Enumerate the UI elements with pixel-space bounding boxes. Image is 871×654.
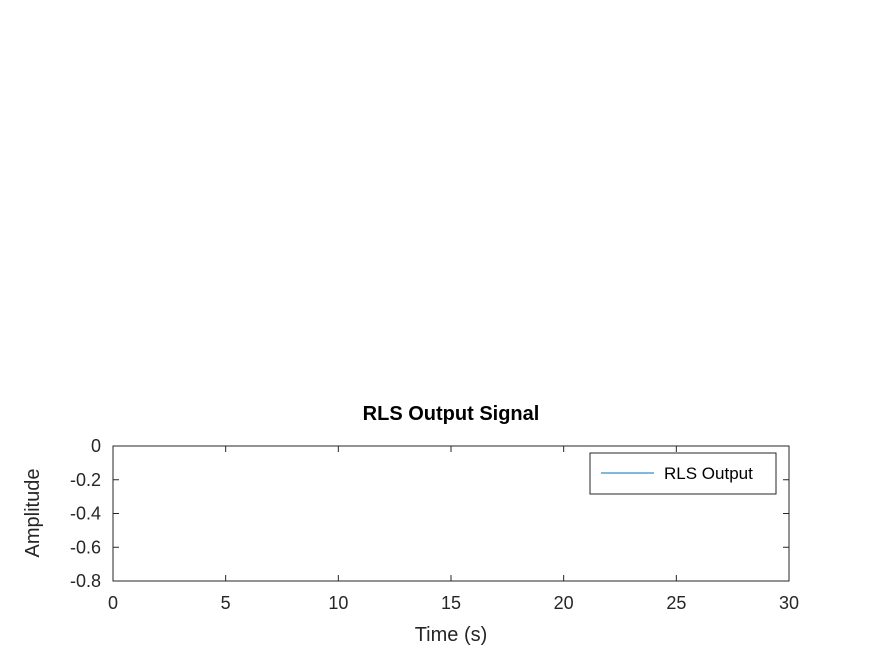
y-tick-label: -0.6 bbox=[70, 537, 101, 557]
x-tick-label: 20 bbox=[554, 593, 574, 613]
x-tick-label: 10 bbox=[328, 593, 348, 613]
x-tick-label: 25 bbox=[666, 593, 686, 613]
y-tick-label: -0.4 bbox=[70, 504, 101, 524]
y-tick-label: -0.8 bbox=[70, 571, 101, 591]
legend-label-rls-output: RLS Output bbox=[664, 464, 753, 483]
y-tick-label: 0 bbox=[91, 436, 101, 456]
y-tick-label: -0.2 bbox=[70, 470, 101, 490]
x-axis-label: Time (s) bbox=[415, 624, 488, 646]
chart-title: RLS Output Signal bbox=[363, 403, 540, 425]
x-axis-ticks: 0 5 10 15 20 25 30 bbox=[108, 446, 799, 613]
x-tick-label: 0 bbox=[108, 593, 118, 613]
y-axis-ticks: 0 -0.2 -0.4 -0.6 -0.8 bbox=[70, 436, 789, 591]
x-tick-label: 5 bbox=[221, 593, 231, 613]
x-tick-label: 15 bbox=[441, 593, 461, 613]
x-tick-label: 30 bbox=[779, 593, 799, 613]
legend: RLS Output bbox=[589, 452, 777, 495]
y-axis-label: Amplitude bbox=[22, 469, 44, 558]
